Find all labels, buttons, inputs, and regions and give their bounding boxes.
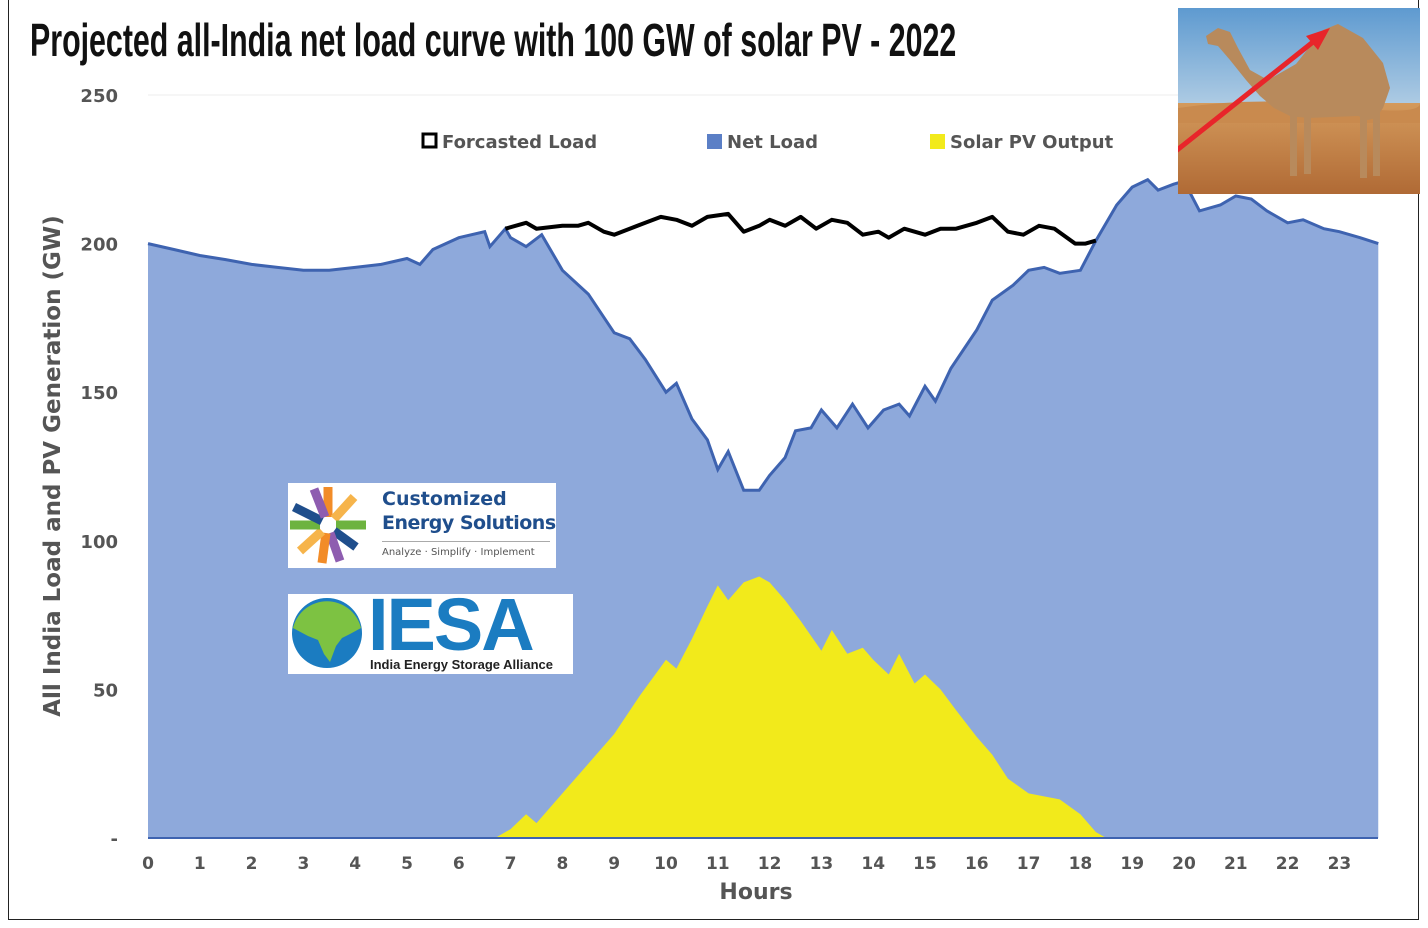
- x-tick-label: 23: [1328, 854, 1352, 874]
- y-tick-label: 100: [80, 532, 118, 553]
- x-tick-label: 20: [1172, 854, 1196, 874]
- iesa-wordmark: IESA: [368, 594, 533, 656]
- legend-label-forecast: Forcasted Load: [442, 132, 597, 153]
- x-tick-label: 12: [758, 854, 782, 874]
- forecasted-load-line: [504, 211, 1097, 246]
- x-tick-label: 14: [861, 854, 885, 874]
- figure-frame: [8, 0, 1419, 920]
- solar-pv-area: [495, 576, 1107, 838]
- x-tick-label: 3: [297, 854, 309, 874]
- x-tick-label: 8: [556, 854, 568, 874]
- y-tick-label: 50: [93, 680, 118, 701]
- legend-swatch-net-load: [707, 134, 722, 149]
- x-tick-label: 18: [1069, 854, 1093, 874]
- x-tick-label: 21: [1224, 854, 1248, 874]
- x-tick-label: 10: [654, 854, 678, 874]
- x-tick-label: 9: [608, 854, 620, 874]
- camel-silhouette: [1206, 24, 1390, 178]
- red-arrow-head: [1306, 28, 1330, 50]
- india-globe-icon: [292, 598, 362, 668]
- x-tick-label: 22: [1276, 854, 1300, 874]
- camel-photo: [1178, 8, 1420, 194]
- iesa-fullname: India Energy Storage Alliance: [370, 657, 554, 672]
- x-tick-label: 15: [913, 854, 937, 874]
- legend-label-solar: Solar PV Output: [950, 132, 1114, 153]
- x-tick-label: 4: [349, 854, 361, 874]
- x-tick-label: 17: [1017, 854, 1041, 874]
- y-axis-label: All India Load and PV Generation (GW): [40, 215, 66, 717]
- y-tick-label: 150: [80, 383, 118, 404]
- ces-name-line2: Energy Solutions: [382, 512, 556, 534]
- iesa-logo: IESA India Energy Storage Alliance: [288, 594, 573, 674]
- legend-swatch-solar: [930, 134, 945, 149]
- x-tick-label: 2: [246, 854, 258, 874]
- x-tick-label: 16: [965, 854, 989, 874]
- x-tick-label: 0: [142, 854, 154, 874]
- legend-swatch-forecast: [421, 132, 438, 149]
- x-tick-label: 5: [401, 854, 413, 874]
- chart-title: Projected all-India net load curve with …: [30, 14, 957, 66]
- x-tick-label: 7: [505, 854, 517, 874]
- x-tick-label: 1: [194, 854, 206, 874]
- ces-divider: [382, 541, 550, 542]
- ces-name-line1: Customized: [382, 488, 507, 510]
- y-tick-label: 200: [80, 235, 118, 256]
- ces-tagline: Analyze · Simplify · Implement: [382, 547, 535, 558]
- x-tick-label: 19: [1120, 854, 1144, 874]
- legend: Forcasted Load Net Load Solar PV Output: [421, 132, 1114, 153]
- x-tick-label: 13: [810, 854, 834, 874]
- net-load-line: [147, 177, 1379, 492]
- x-tick-label: 6: [453, 854, 465, 874]
- ces-logo: Customized Energy Solutions Analyze · Si…: [288, 483, 556, 568]
- x-tick-label: 11: [706, 854, 730, 874]
- ces-starburst-icon: [290, 487, 366, 564]
- y-tick-label: -: [111, 829, 118, 850]
- y-tick-label: 250: [80, 86, 118, 107]
- red-arrow: [1178, 36, 1320, 153]
- solar-displaced-area: [505, 213, 1096, 491]
- legend-label-net-load: Net Load: [727, 132, 818, 153]
- x-axis-label: Hours: [719, 880, 792, 905]
